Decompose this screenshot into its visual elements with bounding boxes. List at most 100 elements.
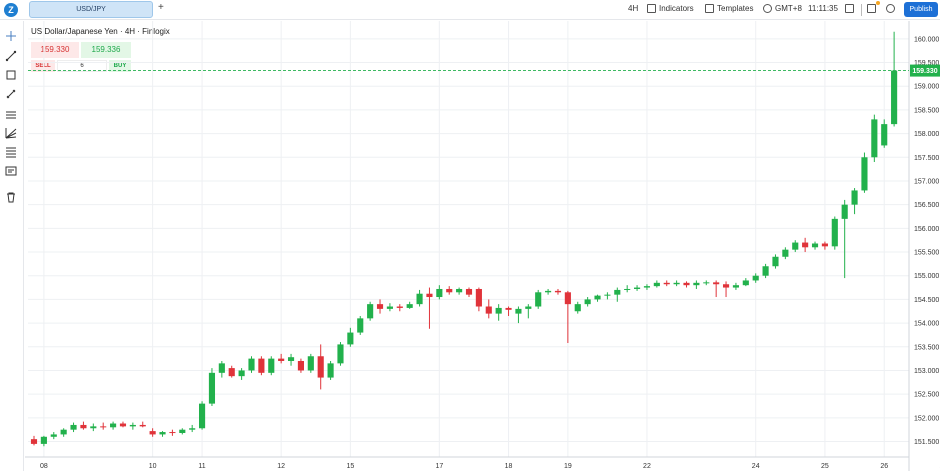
time-tick-label: 24 xyxy=(752,463,760,470)
price-tick-label: 154.500 xyxy=(914,297,939,304)
price-tick-label: 159.000 xyxy=(914,84,939,91)
price-tick-label: 157.500 xyxy=(914,155,939,162)
price-tick-label: 155.500 xyxy=(914,250,939,257)
layout-grid-icon xyxy=(867,4,876,13)
candle-body xyxy=(821,243,828,247)
candle-body xyxy=(317,356,324,378)
candle-body xyxy=(179,429,186,433)
candle-body xyxy=(465,288,473,295)
time-tick-label: 11 xyxy=(198,463,205,470)
drawing-toolbar xyxy=(0,21,24,471)
candle-body xyxy=(891,70,898,125)
price-chart[interactable]: 160.000 159.500 159.000 158.500 158.000 157.5… xyxy=(25,21,940,471)
layout-button[interactable] xyxy=(867,4,876,13)
candle-body xyxy=(535,292,542,307)
candle-body xyxy=(436,288,443,298)
price-tick-label: 158.500 xyxy=(914,107,939,114)
candle-body xyxy=(139,424,146,427)
candle-body xyxy=(545,290,552,293)
trend-line-icon[interactable] xyxy=(5,49,17,62)
time-tick-label: 08 xyxy=(40,463,48,470)
candle-body xyxy=(208,372,216,404)
screenshot-button[interactable] xyxy=(845,4,854,13)
candle-body xyxy=(614,289,621,295)
candle-body xyxy=(752,275,759,281)
price-tick-label: 155.000 xyxy=(914,273,939,280)
notification-dot xyxy=(876,1,880,5)
candle-body xyxy=(841,204,848,219)
candle-body xyxy=(357,318,364,333)
indicators-icon xyxy=(647,4,656,13)
candle-body xyxy=(703,282,710,284)
candle-body xyxy=(189,428,196,430)
candle-body xyxy=(456,288,463,293)
time-tick-label: 15 xyxy=(346,463,354,470)
clock-display: 11:11:35 xyxy=(808,4,838,13)
buy-price-button[interactable]: 159.336 xyxy=(81,42,131,58)
templates-button[interactable]: Templates xyxy=(705,4,753,13)
publish-button[interactable]: Publish xyxy=(904,2,938,17)
rectangle-icon[interactable] xyxy=(5,68,17,80)
candle-body xyxy=(297,360,304,371)
price-tick-label: 158.000 xyxy=(914,131,939,138)
symbol-tab[interactable]: USD/JPY xyxy=(29,1,153,18)
last-price-badge xyxy=(910,64,940,77)
candle-body xyxy=(871,119,878,158)
time-tick-label: 17 xyxy=(435,463,443,470)
candle-body xyxy=(475,288,482,307)
time-tick-label: 26 xyxy=(880,463,888,470)
candle-body xyxy=(406,304,413,308)
candle-body xyxy=(228,368,235,377)
trash-icon[interactable] xyxy=(5,190,17,203)
price-tick-label: 154.000 xyxy=(914,321,939,328)
candle-body xyxy=(811,243,819,248)
indicators-label: Indicators xyxy=(659,4,694,13)
text-note-icon[interactable] xyxy=(5,164,17,176)
price-tick-label: 160.000 xyxy=(914,36,939,43)
time-tick-label: 18 xyxy=(505,463,513,470)
timezone-label: GMT+8 xyxy=(775,4,802,13)
settings-button[interactable] xyxy=(886,4,895,13)
candle-body xyxy=(258,358,265,373)
top-toolbar: Z USD/JPY + 4H Indicators Templates GMT+… xyxy=(0,0,940,20)
candle-body xyxy=(426,293,433,298)
candle-body xyxy=(307,356,314,371)
candle-body xyxy=(594,295,601,300)
time-tick-label: 12 xyxy=(277,463,285,470)
add-tab-button[interactable]: + xyxy=(158,2,164,13)
candle-body xyxy=(732,285,739,288)
candle-body xyxy=(643,286,651,288)
candle-body xyxy=(604,294,611,296)
timezone-button[interactable]: GMT+8 xyxy=(763,4,802,13)
crosshair-icon[interactable] xyxy=(5,29,17,41)
time-tick-label: 19 xyxy=(564,463,572,470)
price-tick-label: 156.000 xyxy=(914,226,939,233)
fib-fan-icon[interactable] xyxy=(5,126,17,139)
candle-body xyxy=(861,157,868,191)
indicators-button[interactable]: Indicators xyxy=(647,4,694,13)
candle-body xyxy=(60,429,67,435)
candle-body xyxy=(782,249,789,257)
candle-body xyxy=(287,357,295,361)
candle-body xyxy=(663,282,670,285)
candle-body xyxy=(327,363,334,378)
timeframe-button[interactable]: 4H xyxy=(628,4,639,13)
price-tick-label: 153.000 xyxy=(914,368,939,375)
fib-retracement-icon[interactable] xyxy=(5,145,17,158)
parallel-channel-icon[interactable] xyxy=(5,107,17,119)
candle-body xyxy=(446,288,453,293)
price-tick-label: 152.500 xyxy=(914,392,939,399)
price-tick-label: 156.500 xyxy=(914,202,939,209)
candle-body xyxy=(634,287,641,289)
candle-body xyxy=(90,426,97,429)
candle-body xyxy=(30,439,38,444)
candle-body xyxy=(347,332,354,345)
candle-body xyxy=(416,293,423,305)
candle-body xyxy=(278,358,285,361)
candle-body xyxy=(100,426,107,428)
candle-body xyxy=(624,288,631,290)
candle-body xyxy=(722,284,730,288)
sell-price-button[interactable]: 159.330 xyxy=(31,42,79,58)
measure-icon[interactable] xyxy=(5,87,17,99)
candle-body xyxy=(238,370,245,377)
